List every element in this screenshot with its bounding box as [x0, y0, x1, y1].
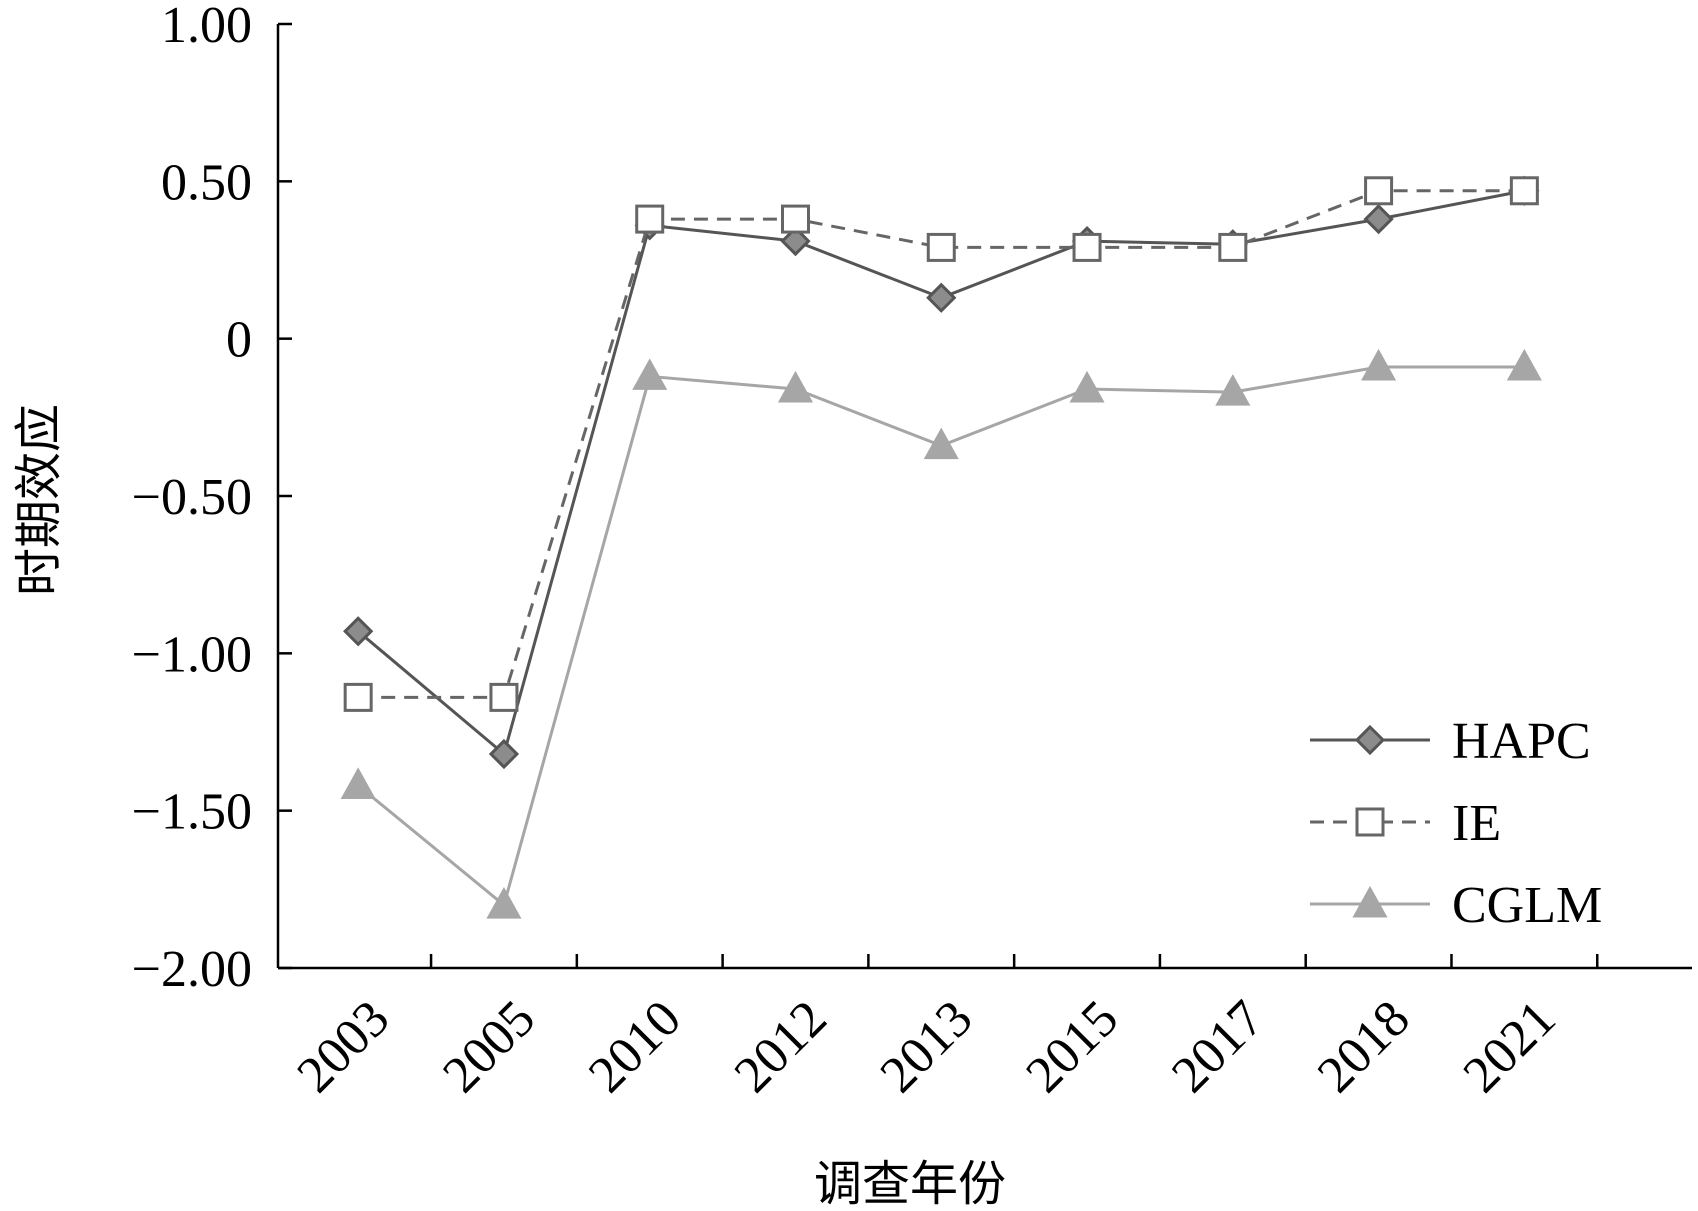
hapc-marker — [780, 225, 811, 257]
ie-marker — [1355, 807, 1385, 837]
series-layer — [340, 175, 1542, 919]
cglm-marker — [1069, 370, 1105, 403]
ie-marker — [1072, 232, 1102, 262]
ie-marker — [343, 682, 373, 712]
y-tick-label: 1.00 — [161, 0, 252, 54]
legend-item-ie: IE — [1310, 795, 1501, 852]
series-cglm — [340, 348, 1542, 919]
x-axis-title: 调查年份 — [814, 1156, 1006, 1211]
y-tick-label: −2.00 — [132, 941, 252, 998]
y-tick-label: −1.50 — [132, 784, 252, 841]
ie-marker — [926, 232, 956, 262]
series-line — [357, 189, 1525, 757]
cglm-marker — [340, 767, 376, 799]
cglm-marker — [1352, 885, 1388, 918]
hapc-marker — [1363, 203, 1394, 235]
ie-marker — [780, 204, 810, 234]
x-tick-label: 2017 — [1161, 990, 1275, 1104]
y-tick-label: 0.50 — [161, 154, 252, 211]
x-tick-label: 2010 — [578, 990, 692, 1104]
cglm-marker — [486, 886, 522, 919]
y-tick-label: −0.50 — [132, 469, 252, 526]
ie-marker — [1509, 176, 1539, 206]
hapc-marker — [1354, 724, 1386, 756]
series-line — [358, 189, 1525, 699]
cglm-marker — [1361, 348, 1397, 381]
x-tick-label: 2015 — [1015, 990, 1129, 1104]
y-ticks: −2.00 −1.50 −1.00 −0.50 0 0.50 1.00 — [132, 0, 292, 998]
cglm-marker — [1506, 348, 1542, 381]
legend-item-cglm: CGLM — [1310, 877, 1602, 934]
ie-marker — [1218, 232, 1248, 262]
hapc-marker — [926, 282, 957, 313]
series-ie — [343, 176, 1539, 712]
legend-label: HAPC — [1452, 713, 1591, 770]
legend-label: IE — [1452, 795, 1501, 852]
legend: HAPC IE CGLM — [1310, 713, 1602, 934]
ie-marker — [489, 682, 519, 712]
x-ticks: 2003 2005 2010 2012 2013 2015 2017 2018 2021 — [287, 954, 1599, 1104]
cglm-marker — [923, 427, 959, 460]
hapc-marker — [488, 738, 520, 770]
x-tick-label: 2013 — [870, 990, 984, 1104]
legend-label: CGLM — [1452, 877, 1602, 934]
x-tick-label: 2012 — [724, 990, 838, 1104]
x-tick-label: 2005 — [432, 990, 546, 1104]
ie-marker — [635, 204, 665, 234]
legend-item-hapc: HAPC — [1310, 713, 1591, 770]
cglm-marker — [632, 358, 668, 390]
y-tick-label: −1.00 — [132, 626, 252, 683]
ie-marker — [1364, 176, 1394, 206]
y-tick-label: 0 — [226, 312, 252, 369]
x-tick-label: 2021 — [1453, 990, 1567, 1104]
x-tick-label: 2018 — [1307, 990, 1421, 1104]
x-tick-label: 2003 — [287, 990, 401, 1104]
cglm-marker — [1215, 374, 1251, 406]
y-axis-title: 时期效应 — [11, 404, 67, 596]
cglm-marker — [777, 370, 814, 403]
hapc-marker — [343, 616, 374, 647]
series-hapc — [343, 175, 1540, 770]
